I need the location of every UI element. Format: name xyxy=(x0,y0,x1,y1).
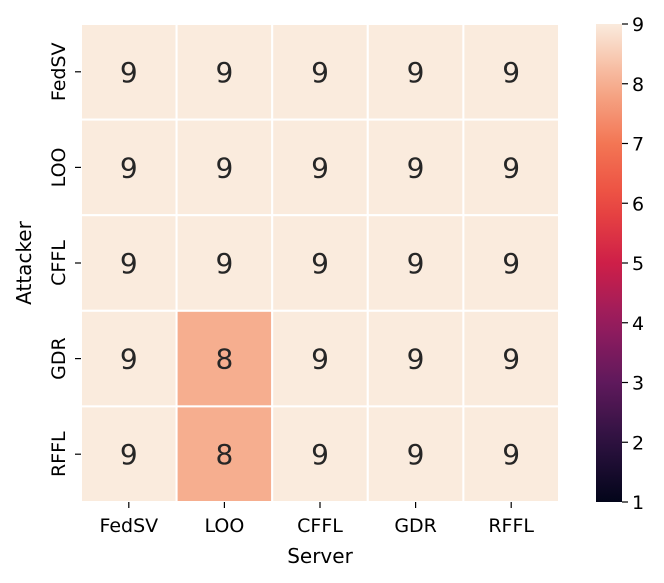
heatmap-cell xyxy=(80,405,178,503)
x-tick-label: RFFL xyxy=(488,515,534,537)
cell-value-label: 9 xyxy=(502,343,520,376)
y-axis-label: Attacker xyxy=(12,220,36,304)
cell-value-label: 8 xyxy=(215,343,233,376)
cell-value-label: 9 xyxy=(311,343,329,376)
cell-value-label: 9 xyxy=(502,56,520,89)
cell-value-label: 9 xyxy=(120,56,138,89)
colorbar-tick-label: 3 xyxy=(632,373,644,395)
heatmap-cell xyxy=(271,23,369,121)
cell-value-label: 9 xyxy=(120,247,138,280)
cell-value-label: 9 xyxy=(502,151,520,184)
x-axis-ticks: FedSV LOO CFFL GDR RFFL xyxy=(99,502,534,537)
y-tick-label: CFFL xyxy=(48,240,70,286)
colorbar: 1 2 3 4 5 6 7 8 9 xyxy=(596,14,644,514)
cell-value-label: 9 xyxy=(215,56,233,89)
cell-value-label: 9 xyxy=(120,151,138,184)
heatmap-cell xyxy=(462,309,560,408)
cell-value-label: 9 xyxy=(215,151,233,184)
colorbar-tick-label: 8 xyxy=(632,74,644,96)
x-tick-label: CFFL xyxy=(297,515,343,537)
heatmap-cell xyxy=(80,23,178,121)
cell-value-label: 9 xyxy=(311,438,329,471)
y-tick-label: GDR xyxy=(48,337,70,380)
cell-value-label: 9 xyxy=(502,247,520,280)
y-axis-ticks: FedSV LOO CFFL GDR RFFL xyxy=(48,42,81,477)
colorbar-tick-label: 2 xyxy=(632,432,644,454)
colorbar-tick-label: 4 xyxy=(632,313,644,335)
heatmap-cell-labels: 9 9 9 9 9 9 9 9 9 9 9 9 9 9 9 9 8 9 9 9 9 8 9 9 9 xyxy=(120,56,520,471)
cell-value-label: 9 xyxy=(407,438,425,471)
x-tick-label: FedSV xyxy=(99,515,158,537)
cell-value-label: 9 xyxy=(120,438,138,471)
x-tick-label: LOO xyxy=(204,515,244,537)
heatmap-cell xyxy=(271,309,369,408)
colorbar-tick-label: 7 xyxy=(632,134,644,156)
heatmap-cell xyxy=(175,309,274,408)
heatmap-cell xyxy=(366,214,465,312)
heatmap-cell xyxy=(175,405,274,503)
cell-value-label: 9 xyxy=(407,56,425,89)
cell-value-label: 9 xyxy=(502,438,520,471)
colorbar-tick-label: 5 xyxy=(632,253,644,275)
x-tick-label: GDR xyxy=(394,515,437,537)
y-tick-label: FedSV xyxy=(48,42,70,101)
heatmap-cell xyxy=(175,23,274,121)
cell-value-label: 9 xyxy=(407,343,425,376)
cell-value-label: 9 xyxy=(311,151,329,184)
cell-value-label: 9 xyxy=(120,343,138,376)
cell-value-label: 9 xyxy=(407,247,425,280)
cell-value-label: 9 xyxy=(311,247,329,280)
cell-value-label: 9 xyxy=(311,56,329,89)
cell-value-label: 8 xyxy=(215,438,233,471)
heatmap-cell xyxy=(271,118,369,217)
heatmap-cell xyxy=(366,309,465,408)
y-tick-label: LOO xyxy=(48,147,70,187)
colorbar-tick-label: 1 xyxy=(632,492,644,514)
heatmap-cell xyxy=(175,214,274,312)
cell-value-label: 9 xyxy=(215,247,233,280)
x-axis-label: Server xyxy=(287,544,353,568)
cell-value-label: 9 xyxy=(407,151,425,184)
heatmap-cells xyxy=(80,23,560,503)
y-tick-label: RFFL xyxy=(48,431,70,477)
heatmap-cell xyxy=(462,118,560,217)
colorbar-gradient xyxy=(596,24,622,502)
heatmap-cell xyxy=(271,405,369,503)
colorbar-tick-label: 6 xyxy=(632,193,644,215)
colorbar-tick-label: 9 xyxy=(632,14,644,36)
